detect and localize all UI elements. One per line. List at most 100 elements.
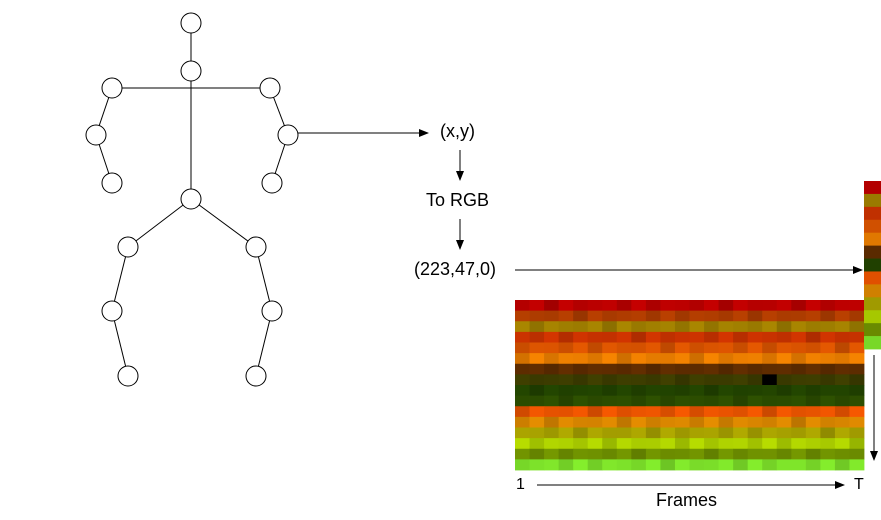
heatmap-cell [791,310,807,322]
heatmap-cell [704,331,719,343]
heatmap-cell [529,438,545,450]
heatmap-cell [834,300,850,312]
heatmap-cell [820,363,836,375]
heatmap-cell [849,385,865,397]
heatmap-cell [689,395,705,407]
heatmap-cell [820,406,836,418]
heatmap-cell [558,459,574,471]
heatmap-cell [645,416,661,428]
heatmap-cell [704,395,719,407]
heatmap-cell [631,363,647,375]
heatmap-cell [834,374,850,386]
heatmap-cell [849,395,865,407]
heatmap-cell [689,342,705,354]
heatmap-cell [776,342,792,354]
heatmap-cell [544,363,560,375]
heatmap-cell [791,374,807,386]
heatmap-cell [834,438,850,450]
heatmap-cell [820,300,836,312]
joint-head [180,12,202,34]
heatmap-cell [660,438,676,450]
heatmap-cell [616,438,632,450]
heatmap-cell [573,385,589,397]
heatmap-cell [733,342,749,354]
heatmap-cell [718,342,734,354]
heatmap-cell [776,385,792,397]
heatmap-cell [631,374,647,386]
heatmap-cell [645,300,661,312]
heatmap-cell [820,342,836,354]
heatmap-cell [689,353,705,365]
heatmap-cell [689,459,705,471]
heatmap-cell [544,310,560,322]
strip-cell [864,181,881,195]
joint-hip [180,188,202,210]
heatmap-cell [573,448,589,460]
heatmap-cell [704,416,719,428]
heatmap-cell [631,385,647,397]
heatmap-cell [558,395,574,407]
heatmap-cell [849,448,865,460]
heatmap-cell [660,406,676,418]
heatmap-cell [834,427,850,439]
heatmap-cell [515,321,530,333]
strip-cell [864,193,881,208]
strip-cell [864,336,881,350]
joint-left-foot [245,365,267,387]
strip-cell [864,232,881,247]
heatmap-cell [689,300,705,312]
joint-right-shoulder [101,77,123,99]
heatmap-cell [544,448,560,460]
heatmap-cell [718,448,734,460]
heatmap-cell [573,331,589,343]
heatmap-cell [776,331,792,343]
heatmap-cell [529,353,545,365]
heatmap-cell [805,300,821,312]
heatmap-cell [791,353,807,365]
heatmap-cell [558,438,574,450]
heatmap-cell [515,395,530,407]
heatmap-cell [733,427,749,439]
heatmap-cell [616,385,632,397]
heatmap-cell [558,300,574,312]
heatmap-cell [776,374,792,386]
heatmap-cell [674,321,690,333]
frames-axis-label: Frames [656,490,718,510]
heatmap-cell [529,395,545,407]
heatmap-cell [805,374,821,386]
heatmap-cell [834,353,850,365]
strip-cell [864,206,881,221]
heatmap-cell [747,310,763,322]
heatmap-cell [529,310,545,322]
heatmap-cell [645,406,661,418]
heatmap-cell [616,363,632,375]
heatmap-cell [515,385,530,397]
heatmap-cell [704,385,719,397]
heatmap-cell [704,448,719,460]
heatmap-cell [689,406,705,418]
heatmap-cell [747,300,763,312]
heatmap-cell [515,406,530,418]
heatmap-cell [762,448,778,460]
heatmap-cell [616,321,632,333]
heatmap-cell [616,310,632,322]
heatmap-cell [602,385,618,397]
heatmap-cell [820,416,836,428]
heatmap-cell [776,363,792,375]
heatmap-cell [674,406,690,418]
heatmap-cell [529,374,545,386]
heatmap-cell [645,427,661,439]
heatmap-cell [573,310,589,322]
joint-right-foot [117,365,139,387]
heatmap-cell [689,374,705,386]
heatmap-cell [762,385,778,397]
heatmap-cell [762,395,778,407]
joint-neck [180,60,202,82]
heatmap-cell [544,342,560,354]
heatmap-cell [631,342,647,354]
heatmap-cell [849,438,865,450]
heatmap-cell [515,374,530,386]
heatmap-cell [529,331,545,343]
heatmap-cell [587,385,603,397]
heatmap-cell [660,448,676,460]
